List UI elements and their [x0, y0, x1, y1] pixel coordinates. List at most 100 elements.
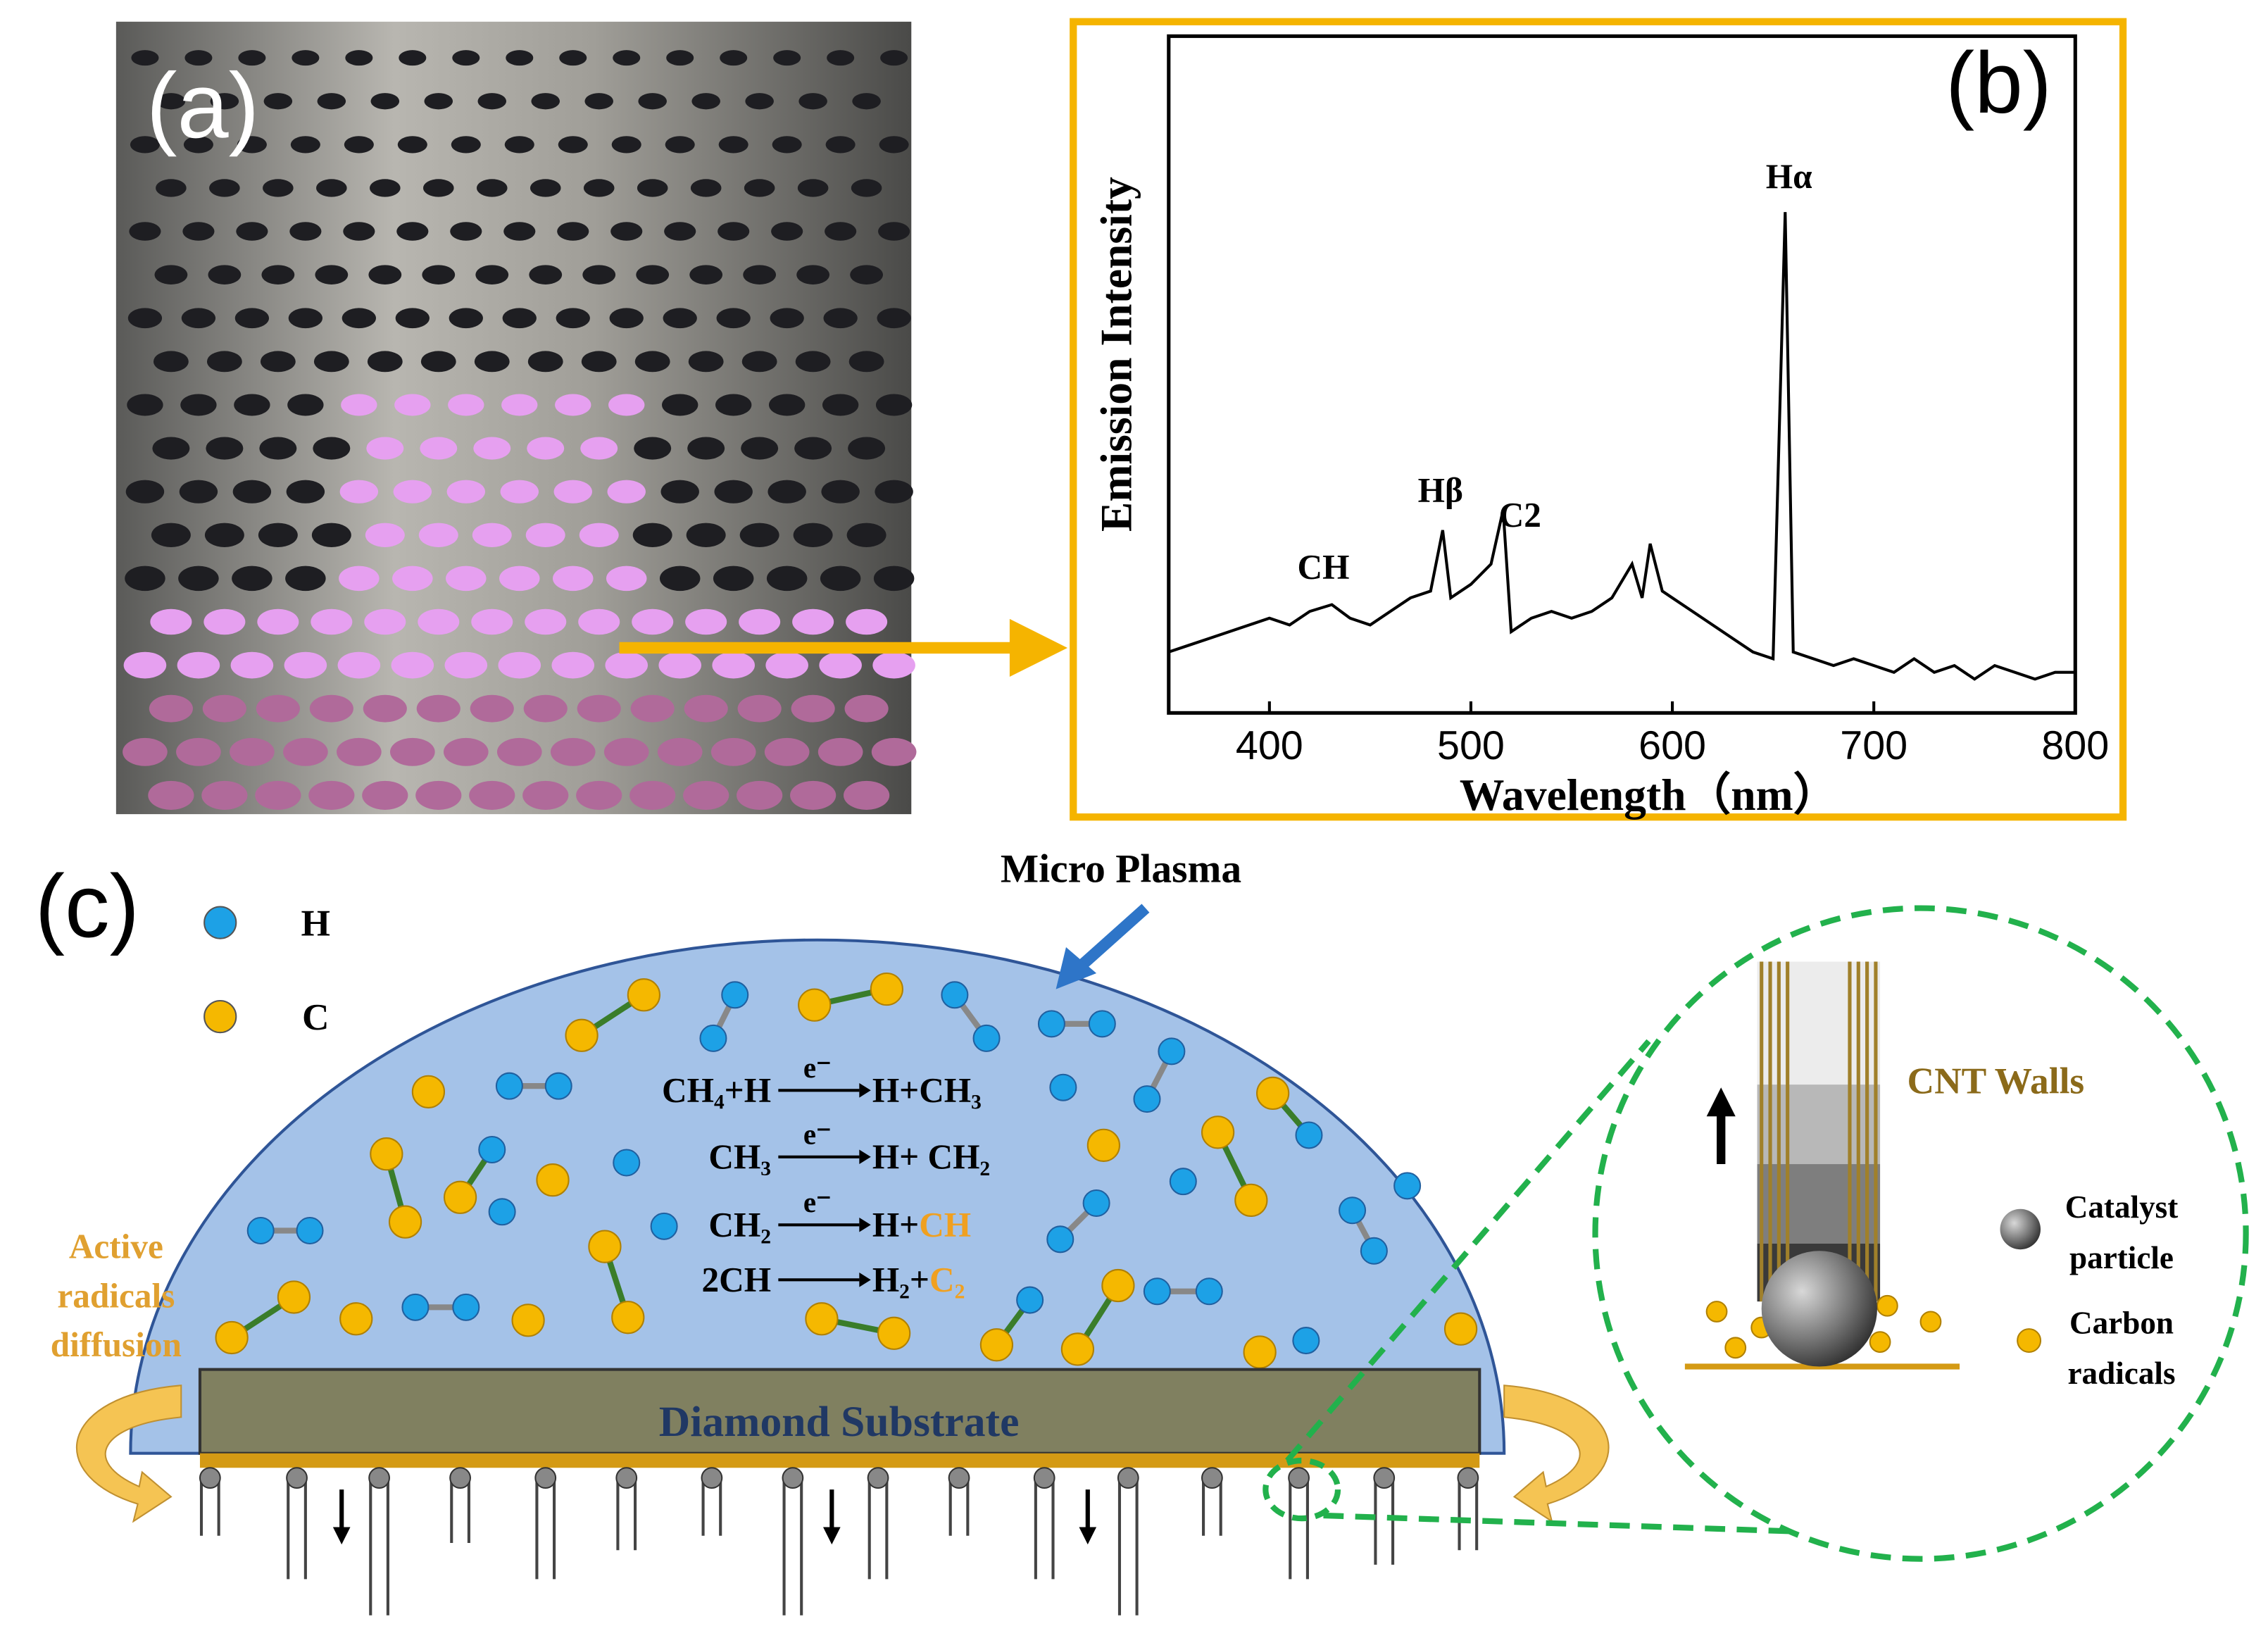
hole — [204, 523, 244, 547]
plasma-arrow — [1073, 904, 1150, 973]
substrate-label: Diamond Substrate — [659, 1398, 1020, 1446]
hole — [443, 737, 489, 766]
hole — [232, 480, 272, 504]
x-tick-label: 600 — [1639, 723, 1706, 768]
equation-catalyst: e⁻ — [803, 1051, 832, 1084]
hole — [880, 50, 908, 66]
hole — [452, 50, 480, 66]
hole — [797, 179, 829, 197]
arrowhead — [859, 1083, 871, 1098]
hole — [846, 523, 886, 547]
atom — [452, 1293, 480, 1321]
hole — [878, 222, 910, 241]
hole — [202, 694, 246, 723]
hole — [629, 780, 676, 810]
hole — [500, 480, 539, 504]
arrowhead — [859, 1273, 871, 1287]
hole — [715, 394, 752, 416]
diffusion-arrow — [1503, 1385, 1610, 1523]
hole — [392, 565, 433, 592]
hole — [501, 394, 538, 416]
hole — [476, 179, 508, 197]
hole — [525, 608, 567, 635]
hole — [422, 265, 456, 285]
hole — [393, 480, 432, 504]
carbon-radical — [1724, 1337, 1747, 1359]
hole — [290, 136, 320, 154]
plasma-label: Micro Plasma — [1001, 847, 1241, 892]
hole — [848, 351, 884, 373]
hole — [506, 50, 534, 66]
hole — [791, 694, 835, 723]
hole — [420, 437, 458, 460]
atom — [1360, 1237, 1388, 1265]
hole — [152, 437, 190, 460]
hole — [127, 394, 163, 416]
atom — [1060, 1332, 1095, 1366]
hole — [582, 265, 616, 285]
hole — [181, 308, 216, 329]
hole — [825, 222, 857, 241]
x-tick-label: 800 — [2041, 723, 2109, 768]
hole — [125, 480, 165, 504]
hole — [263, 93, 293, 110]
equation-right: H+CH — [872, 1206, 971, 1244]
hole — [397, 136, 427, 154]
hole — [765, 651, 808, 679]
hole — [263, 179, 294, 197]
hole — [551, 651, 595, 679]
hole — [527, 351, 563, 373]
hole — [745, 93, 774, 110]
hole — [474, 351, 510, 373]
hole — [827, 50, 855, 66]
hole — [258, 523, 298, 547]
atom — [805, 1302, 839, 1336]
hole — [177, 651, 220, 679]
hole — [496, 737, 542, 766]
catalyst-dot — [867, 1467, 889, 1489]
plasma-photo — [115, 21, 917, 815]
catalyst-dot — [948, 1467, 970, 1489]
cnt-array — [199, 1467, 1479, 1615]
hole — [475, 265, 509, 285]
hole — [558, 136, 588, 154]
hole — [664, 222, 696, 241]
hole — [660, 480, 699, 504]
hole — [156, 93, 186, 110]
hole — [634, 351, 670, 373]
atom — [877, 1316, 911, 1350]
hole — [477, 93, 507, 110]
hole — [718, 136, 748, 154]
hole — [608, 394, 645, 416]
legend-swatch — [203, 999, 237, 1034]
hole — [130, 136, 160, 154]
hole — [499, 565, 540, 592]
atom — [388, 1205, 422, 1239]
hole — [825, 136, 856, 154]
equation-catalyst: e⁻ — [803, 1186, 832, 1218]
cnt-segment — [1757, 961, 1881, 1085]
hole — [637, 179, 668, 197]
hole — [203, 608, 246, 635]
hole — [583, 179, 615, 197]
hole — [798, 93, 827, 110]
hole — [851, 179, 882, 197]
hole — [685, 608, 727, 635]
hole — [576, 780, 622, 810]
peak-label: Hβ — [1418, 471, 1463, 510]
atom — [1195, 1277, 1223, 1306]
hole — [790, 780, 837, 810]
hole — [257, 608, 299, 635]
catalyst-dot — [449, 1467, 471, 1489]
hole — [230, 651, 274, 679]
carbon-radical — [1919, 1311, 1942, 1333]
hole — [527, 437, 565, 460]
hole — [154, 265, 188, 285]
atom — [1234, 1183, 1268, 1217]
hole — [658, 651, 702, 679]
hole — [606, 565, 647, 592]
hole — [342, 308, 376, 329]
hole — [769, 394, 806, 416]
hole — [206, 437, 244, 460]
